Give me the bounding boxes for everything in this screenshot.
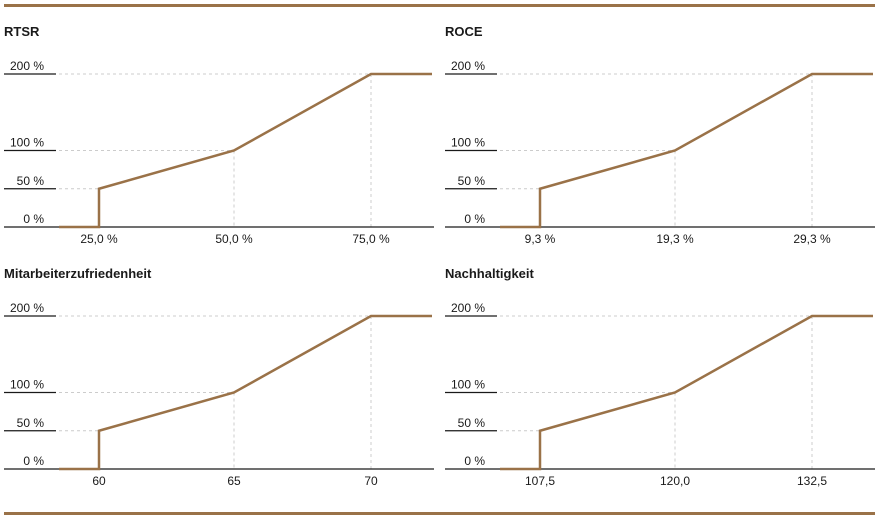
series-line [500, 314, 873, 471]
y-tick-label: 50 % [458, 174, 486, 188]
y-tick-label: 200 % [451, 301, 485, 315]
x-tick-label: 65 [227, 474, 241, 488]
x-tick-label: 107,5 [525, 474, 555, 488]
y-tick-label: 0 % [23, 454, 44, 468]
chart-svg: 0 % 50 % 100 % 200 % 25,0 % 50,0 % 75,0 % [4, 59, 434, 246]
x-tick-label: 120,0 [660, 474, 690, 488]
chart-panel-rtsr: RTSR 0 % 50 % 100 % 200 % 25,0 % 50,0 % 75,0 % [4, 24, 434, 264]
chart-svg: 0 % 50 % 100 % 200 % 107,5 120,0 132,5 [445, 301, 875, 488]
chart-panel-roce: ROCE 0 % 50 % 100 % 200 % 9,3 % 19,3 % 29,3 % [445, 24, 875, 264]
chart-title: ROCE [445, 24, 483, 39]
top-rule [4, 4, 875, 7]
chart-title: Nachhaltigkeit [445, 266, 534, 281]
chart-svg: 0 % 50 % 100 % 200 % 60 65 70 [4, 301, 434, 488]
y-tick-label: 0 % [464, 212, 485, 226]
chart-title: RTSR [4, 24, 40, 39]
y-tick-label: 200 % [451, 59, 485, 73]
y-tick-label: 50 % [17, 174, 45, 188]
y-tick-label: 100 % [451, 136, 485, 150]
y-tick-label: 50 % [458, 416, 486, 430]
y-tick-label: 200 % [10, 301, 44, 315]
y-tick-label: 0 % [464, 454, 485, 468]
chart-svg: 0 % 50 % 100 % 200 % 9,3 % 19,3 % 29,3 % [445, 59, 875, 246]
x-tick-label: 25,0 % [80, 232, 118, 246]
x-tick-label: 75,0 % [352, 232, 390, 246]
x-tick-label: 60 [92, 474, 106, 488]
x-tick-label: 70 [364, 474, 378, 488]
x-tick-label: 9,3 % [525, 232, 556, 246]
y-tick-label: 100 % [451, 378, 485, 392]
y-tick-label: 200 % [10, 59, 44, 73]
x-tick-label: 132,5 [797, 474, 827, 488]
x-tick-label: 50,0 % [215, 232, 253, 246]
bottom-rule [4, 512, 875, 515]
series-line [500, 72, 873, 229]
chart-panel-nachhaltigkeit: Nachhaltigkeit 0 % 50 % 100 % 200 % 107,5 120… [445, 266, 875, 506]
y-tick-label: 100 % [10, 378, 44, 392]
y-tick-label: 0 % [23, 212, 44, 226]
x-tick-label: 29,3 % [793, 232, 831, 246]
chart-title: Mitarbeiterzufriedenheit [4, 266, 152, 281]
series-line [59, 314, 432, 471]
chart-panel-mitarbeiterzufriedenheit: Mitarbeiterzufriedenheit 0 % 50 % 100 % 200… [4, 266, 434, 506]
x-tick-label: 19,3 % [656, 232, 694, 246]
y-tick-label: 50 % [17, 416, 45, 430]
y-tick-label: 100 % [10, 136, 44, 150]
series-line [59, 72, 432, 229]
